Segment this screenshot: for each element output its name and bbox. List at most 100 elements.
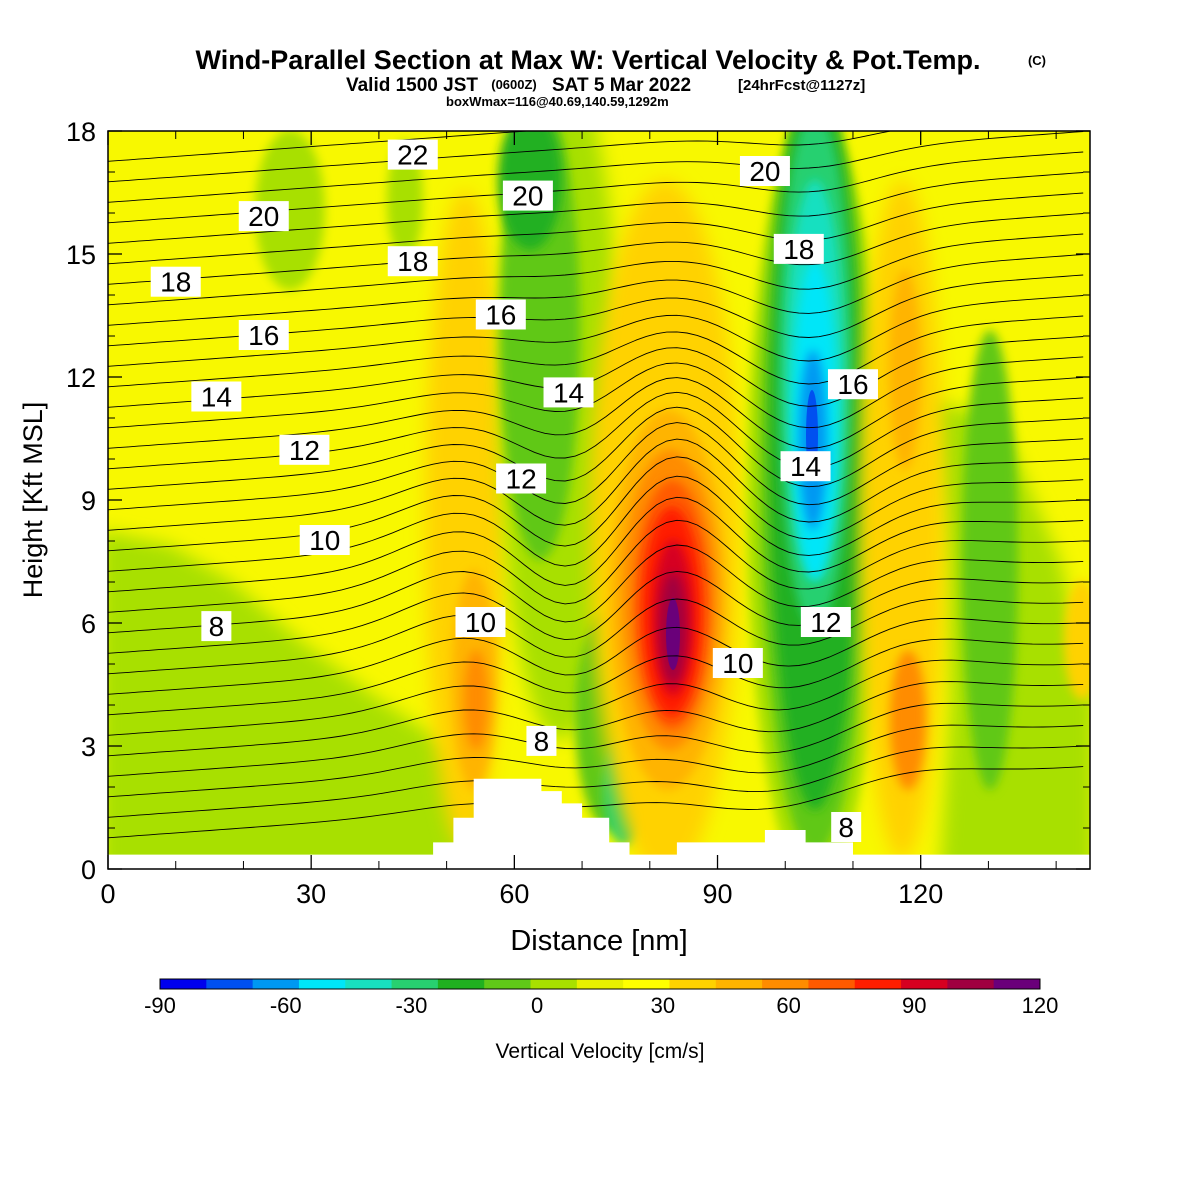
theta-contour-line	[108, 766, 1084, 839]
colorbar-swatch	[576, 979, 624, 989]
theta-label-box	[201, 611, 232, 642]
theta-contour-line	[108, 131, 894, 183]
y-tick-label: 9	[81, 486, 96, 516]
colorbar-swatch	[669, 979, 717, 989]
theta-label-text: 10	[722, 648, 753, 679]
updraft-edge-right	[1064, 580, 1090, 700]
terrain	[108, 778, 1090, 869]
theta-contour-line	[108, 681, 1084, 757]
theta-label-box	[150, 266, 201, 297]
theta-label-text: 18	[160, 267, 191, 298]
theta-label-box	[526, 725, 557, 756]
valid-time-prefix: Valid 1500 JST	[346, 75, 478, 96]
theta-label: 14	[543, 377, 594, 408]
y-tick-label: 12	[66, 363, 96, 393]
colorbar-tick-label: -90	[144, 993, 176, 1018]
theta-label-text: 14	[201, 382, 232, 413]
downdraft-core-right	[962, 330, 1018, 790]
theta-label-box	[800, 607, 851, 637]
upper-light-band	[255, 131, 325, 290]
theta-label: 16	[827, 369, 878, 400]
colorbar-swatch	[484, 979, 532, 989]
colorbar-swatch	[901, 979, 948, 989]
theta-label-text: 14	[790, 451, 821, 482]
colorbar-tick-label: 90	[902, 993, 926, 1018]
theta-contour-line	[108, 406, 1084, 490]
theta-contour-line	[108, 131, 1084, 203]
valid-time-utc: (0600Z)	[491, 77, 537, 92]
theta-contour-line	[108, 131, 534, 162]
upper-light-band-2	[387, 140, 423, 260]
colorbar: -90 -60 -30 0 30 60 90 120	[144, 978, 1058, 1018]
colorbar-swatch	[298, 979, 346, 989]
theta-contour-line	[108, 496, 1084, 593]
theta-contour-line	[108, 519, 1084, 613]
theta-label-box	[773, 233, 824, 264]
theta-contour-line	[108, 597, 1084, 675]
theta-contour-line	[108, 254, 1084, 326]
theta-contour-line	[108, 638, 1084, 716]
theta-contour-line	[108, 659, 1084, 736]
theta-label: 20	[502, 180, 553, 212]
theta-label-text: 12	[289, 435, 320, 466]
theta-label-text: 18	[397, 246, 428, 277]
theta-label: 10	[712, 648, 763, 679]
x-tick-label: 120	[898, 879, 943, 909]
colorbar-swatch	[160, 979, 207, 989]
theta-contour-line	[108, 336, 1084, 408]
colorbar-tick-label: 30	[651, 993, 675, 1018]
colorbar-swatch	[345, 979, 393, 989]
theta-label-text: 14	[553, 377, 584, 408]
theta-label-box	[780, 451, 831, 482]
theta-label-text: 12	[506, 464, 537, 495]
x-tick-label: 60	[499, 879, 529, 909]
colorbar-swatch	[808, 979, 856, 989]
theta-contour-line	[108, 295, 1084, 367]
theta-label-text: 8	[838, 812, 854, 843]
theta-contour-line	[108, 315, 1084, 388]
theta-label: 8	[831, 812, 862, 843]
colorbar-swatch	[762, 979, 809, 989]
theta-label-box	[712, 648, 763, 678]
valid-time-date: SAT 5 Mar 2022	[552, 75, 691, 96]
theta-label: 10	[455, 607, 506, 638]
theta-label: 8	[201, 611, 232, 642]
theta-label-box	[387, 246, 438, 277]
theta-label-box	[238, 201, 289, 232]
theta-contour-line	[108, 213, 1084, 285]
x-tick-label: 0	[100, 879, 115, 909]
theta-label: 14	[780, 451, 831, 482]
theta-contour-line	[108, 192, 1084, 265]
theta-label-text: 16	[248, 320, 279, 351]
theta-label-text: 12	[810, 607, 841, 638]
y-tick-label: 6	[81, 609, 96, 639]
colorbar-swatch	[206, 979, 254, 989]
theta-label-box	[496, 463, 547, 494]
theta-contour-line	[108, 570, 1084, 654]
theta-label: 20	[739, 156, 790, 187]
theta-label-text: 20	[749, 156, 780, 187]
theta-contour-line	[108, 745, 1084, 818]
theta-contour-line	[108, 475, 1084, 572]
theta-label-box	[739, 156, 790, 186]
theta-label: 8	[526, 725, 557, 757]
theta-label: 18	[773, 233, 824, 265]
box-max-info: boxWmax=116@40.69,140.59,1292m	[446, 94, 669, 109]
colorbar-frame	[159, 978, 1041, 990]
y-tick-label: 0	[81, 855, 96, 885]
main-updraft-peak	[666, 598, 680, 670]
theta-contour-line	[108, 356, 1084, 429]
colorbar-swatch	[993, 979, 1041, 989]
updraft-peak-left	[464, 650, 488, 750]
colorbar-label: Vertical Velocity [cm/s]	[496, 1040, 705, 1063]
theta-contour-line	[108, 376, 1084, 449]
theta-label-box	[827, 369, 878, 400]
plot-area: 22 20 20 20 18 18 18 16 16 16 14 14 14 12 12 12 10 10 10 8 8…	[108, 131, 1090, 869]
theta-contour-line	[108, 544, 1084, 634]
theta-label: 16	[238, 320, 289, 351]
theta-label-box	[279, 434, 330, 465]
y-axis-ticks: 0 3 6 9 12 15 18	[66, 117, 1090, 885]
chart-title-tag: (C)	[1028, 53, 1046, 68]
theta-label-text: 8	[209, 611, 225, 642]
